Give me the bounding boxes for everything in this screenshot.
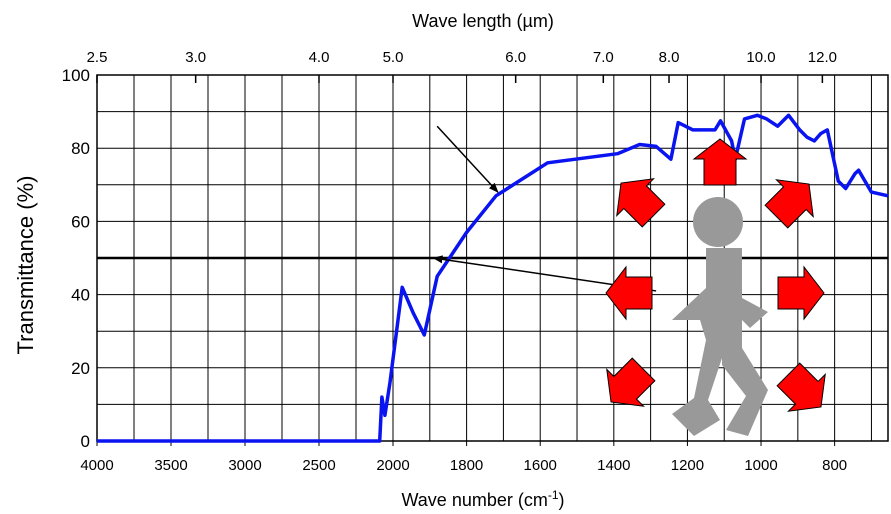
transmittance-line [97,113,889,443]
y-axis-title: Transmittance (%) [13,176,38,355]
y-tick-label: 80 [71,139,90,158]
heat-arrow-down-right [776,362,826,412]
person-leg-front [722,348,768,436]
heat-arrow-up-right [764,179,814,229]
plot-frame [96,74,889,442]
y-tick-label: 60 [71,212,90,231]
x-tick-label: 1000 [744,457,777,474]
heat-arrow-up [692,138,748,186]
x2-tick-label: 8.0 [659,49,680,66]
x2-tick-label: 12.0 [808,49,837,66]
y-tick-label: 20 [71,359,90,378]
heat-arrow-right [777,265,825,321]
x-tick-label: 3500 [154,457,187,474]
x-tick-label: 1200 [671,457,704,474]
x-tick-label: 2000 [376,457,409,474]
x-axis-title-superscript: -1 [548,488,559,502]
person-leg-back [672,340,724,436]
x-axis-title-suffix: ) [559,490,565,510]
x2-tick-label: 10.0 [746,49,775,66]
x-tick-label: 800 [822,457,847,474]
y-tick-label: 0 [81,432,90,451]
heat-arrow-left [605,265,653,321]
x2-axis-ticks: 2.5 3.0 4.0 5.0 6.0 7.0 8.0 10.0 12.0 [87,49,837,83]
y-tick-label: 100 [62,66,90,85]
x2-axis-title: Wave length (µm) [412,11,554,31]
person-body [672,248,768,352]
y-tick-label: 40 [71,286,90,305]
x2-tick-label: 3.0 [185,49,206,66]
person-head [693,197,743,247]
x-tick-label: 3000 [228,457,261,474]
x2-tick-label: 6.0 [505,49,526,66]
x-tick-label: 4000 [80,457,113,474]
annotation-arrow [436,125,499,193]
x-axis-title: Wave number (cm-1) [401,488,564,510]
x2-tick-label: 4.0 [309,49,330,66]
heat-arrow-down-left [606,357,656,407]
x2-tick-label: 2.5 [87,49,108,66]
x2-tick-label: 7.0 [593,49,614,66]
x-tick-label: 1400 [597,457,630,474]
radiating-heat-arrow-icon [605,138,826,412]
x2-tick-label: 5.0 [383,49,404,66]
x-axis-ticks: 4000 3500 3000 2500 2000 1800 1600 1400 1200 1000… [80,441,847,474]
x-tick-label: 1600 [524,457,557,474]
y-axis-ticks: 0 20 40 60 80 100 [62,66,90,451]
walking-person-icon [672,197,768,436]
heat-arrow-up-left [616,178,666,228]
x-tick-label: 1800 [450,457,483,474]
x-tick-label: 2500 [302,457,335,474]
series-layer [97,113,889,443]
